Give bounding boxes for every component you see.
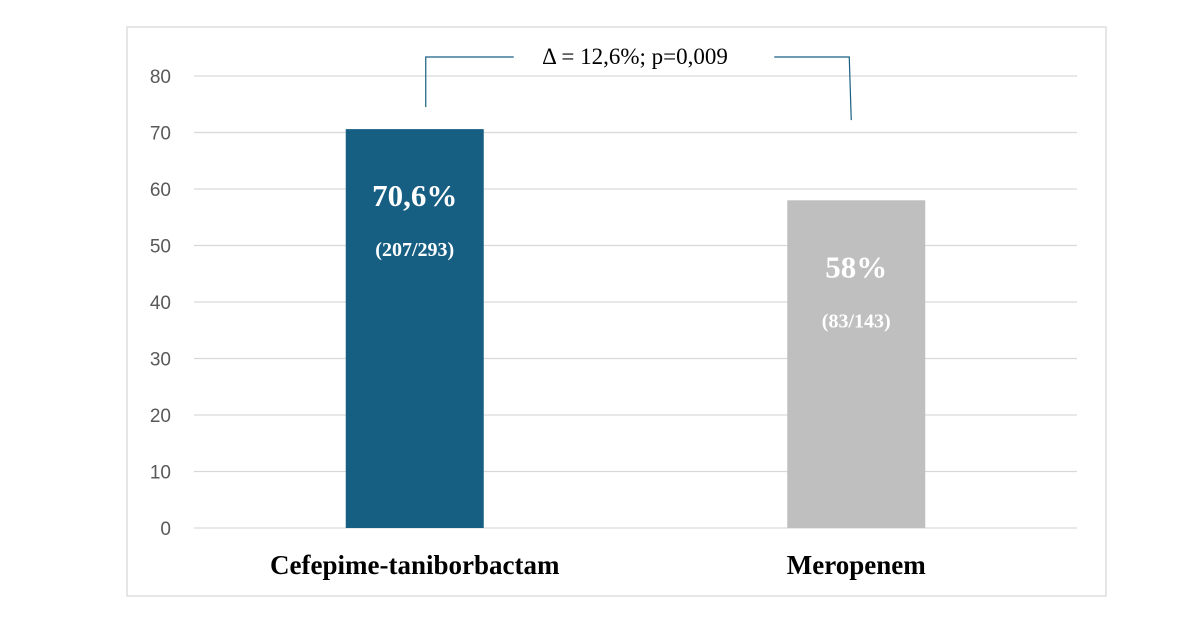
bar-labels: 70,6% (207/293) 58% (83/143)	[372, 178, 891, 332]
y-tick-label: 10	[150, 463, 171, 484]
category-label: Cefepime-taniborbactam	[270, 550, 560, 580]
category-label: Meropenem	[787, 550, 926, 580]
y-tick-label: 40	[150, 293, 171, 314]
bar	[787, 200, 926, 529]
bar-percent-label: 70,6%	[372, 178, 457, 213]
y-tick-label: 80	[150, 67, 171, 88]
bars	[345, 129, 926, 529]
y-tick-label: 20	[150, 406, 171, 427]
gridlines	[194, 75, 1077, 529]
y-axis-ticks: 0 10 20 30 40 50 60 70 80	[150, 67, 171, 540]
y-tick-label: 0	[160, 519, 171, 540]
bar-count-label: (83/143)	[822, 310, 891, 332]
bracket-left	[425, 56, 514, 108]
category-labels: Cefepime-taniborbactam Meropenem	[270, 550, 926, 580]
annotation-text: Δ = 12,6%; p=0,009	[542, 44, 728, 69]
bar-percent-label: 58%	[825, 249, 887, 284]
significance-annotation: Δ = 12,6%; p=0,009	[425, 44, 852, 121]
y-tick-label: 70	[150, 124, 171, 145]
y-tick-label: 30	[150, 350, 171, 371]
y-tick-label: 50	[150, 237, 171, 258]
bar	[345, 129, 484, 529]
chart-frame	[126, 26, 1107, 597]
bar-count-label: (207/293)	[375, 239, 454, 261]
y-tick-label: 60	[150, 180, 171, 201]
bracket-right	[774, 56, 852, 121]
